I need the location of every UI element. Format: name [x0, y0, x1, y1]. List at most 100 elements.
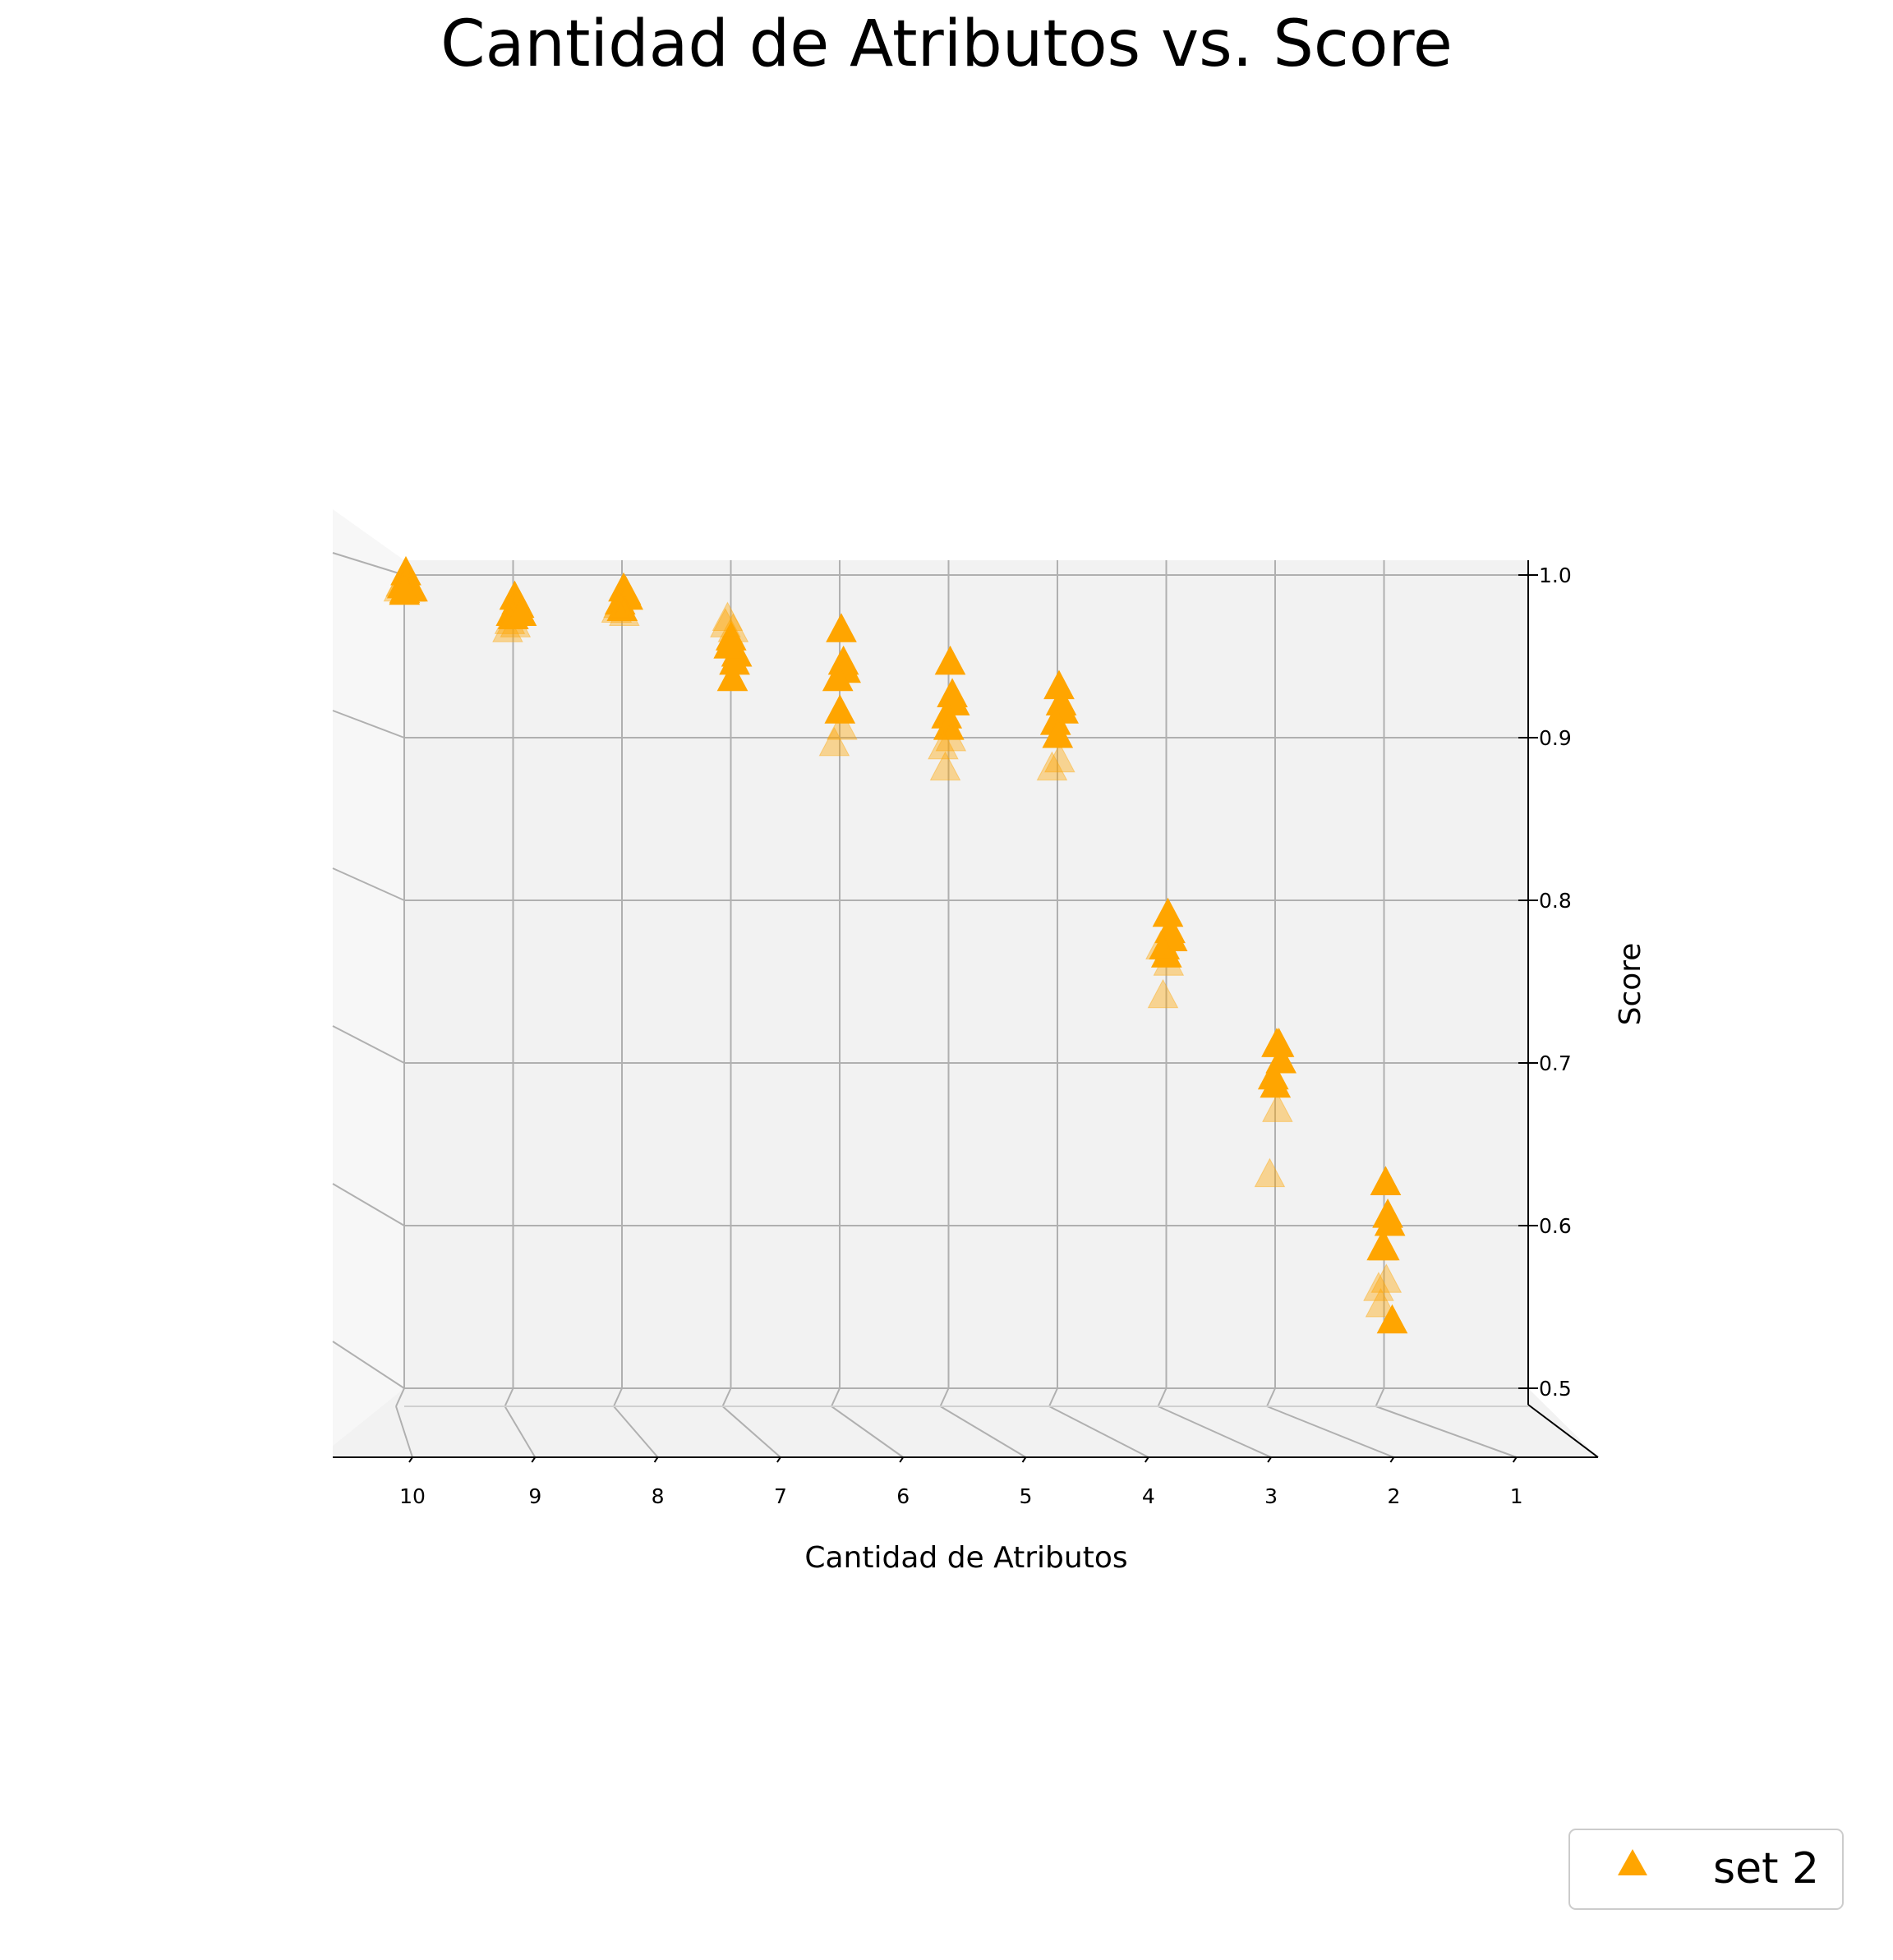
floor-grid-line	[939, 1406, 1027, 1458]
data-point-triangle	[1368, 1231, 1400, 1261]
left-pane	[333, 509, 404, 1446]
x-tick-label: 5	[1020, 1484, 1033, 1508]
data-points	[383, 555, 1408, 1334]
x-axis-end-line	[1527, 1404, 1599, 1458]
y-tick-label: 0.7	[1539, 1051, 1572, 1075]
data-point-triangle	[606, 591, 638, 622]
data-point-triangle	[609, 596, 640, 626]
data-point-triangle	[1374, 1206, 1406, 1236]
data-point-triangle	[1370, 1263, 1402, 1293]
y-tick-label: 0.8	[1539, 889, 1572, 913]
data-point-triangle	[710, 608, 741, 637]
x-tick	[1021, 1456, 1027, 1463]
floor-grid-line	[1375, 1387, 1385, 1407]
data-point-triangle	[934, 645, 966, 675]
y-tick-labels: 0.5 0.6 0.7 0.8 0.9 1.0	[1539, 564, 1572, 1401]
chart-title: Cantidad de Atributos vs. Score	[440, 7, 1453, 81]
floor-pane	[333, 1388, 1598, 1457]
x-tick	[776, 1456, 781, 1463]
data-point-triangle	[826, 613, 857, 642]
y-tick-label: 1.0	[1539, 564, 1572, 587]
data-point-triangle	[1365, 1287, 1397, 1318]
data-point-triangle	[1036, 751, 1068, 781]
legend: set 2	[1568, 1829, 1844, 1910]
x-tick	[531, 1456, 537, 1463]
grid-lines	[332, 552, 1528, 1458]
data-point-triangle	[933, 711, 965, 740]
data-point-triangle	[827, 711, 858, 740]
left-grid-line	[332, 1341, 405, 1389]
floor-grid-line	[504, 1387, 514, 1407]
axes	[333, 560, 1599, 1463]
legend-triangle-icon	[1618, 1849, 1647, 1875]
left-grid-line	[332, 552, 405, 576]
legend-box	[1568, 1829, 1844, 1910]
left-grid-line	[332, 710, 405, 738]
y-axis-label: Score	[1614, 943, 1647, 1026]
left-grid-line	[332, 1025, 405, 1064]
data-point-triangle	[1147, 978, 1179, 1009]
x-tick-label: 7	[774, 1484, 787, 1508]
floor-grid-line	[1266, 1406, 1394, 1458]
data-point-triangle	[928, 729, 959, 760]
data-point-triangle	[935, 721, 967, 752]
floor-grid-line	[613, 1406, 659, 1458]
floor-grid-line	[831, 1387, 841, 1407]
data-point-triangle	[824, 694, 856, 724]
y-tick-label: 0.5	[1539, 1377, 1572, 1401]
data-point-triangle	[1044, 743, 1075, 773]
x-tick-label: 6	[896, 1484, 910, 1508]
left-grid-line	[332, 1183, 405, 1226]
data-point-triangle	[929, 751, 961, 781]
data-point-triangle	[603, 588, 634, 619]
data-point-triangle	[716, 661, 748, 692]
x-tick	[1512, 1456, 1518, 1463]
floor-grid-line	[939, 1387, 950, 1407]
data-point-triangle	[1254, 1157, 1286, 1188]
data-point-triangle	[717, 613, 749, 642]
floor-grid-line	[1048, 1387, 1058, 1407]
floor-grid-line	[395, 1406, 413, 1458]
floor-grid-line	[831, 1406, 904, 1458]
floor-grid-line	[1266, 1387, 1276, 1407]
x-tick-labels: 10 9 8 7 6 5 4 3 2 1	[399, 1484, 1523, 1508]
data-point-triangle	[1042, 718, 1074, 748]
floor-grid-line	[613, 1387, 623, 1407]
x-tick	[1267, 1456, 1272, 1463]
left-grid-line	[332, 867, 405, 901]
floor-grid-line	[504, 1406, 537, 1458]
x-tick-label: 2	[1387, 1484, 1400, 1508]
floor-grid-line	[1157, 1387, 1168, 1407]
floor-grid-line	[1375, 1406, 1518, 1458]
x-tick	[408, 1456, 413, 1463]
x-tick-label: 4	[1142, 1484, 1155, 1508]
data-point-triangle	[1260, 1068, 1292, 1098]
y-tick-label: 0.9	[1539, 726, 1572, 750]
x-tick-label: 10	[399, 1484, 426, 1508]
x-tick	[1144, 1456, 1149, 1463]
floor-grid-line	[1158, 1406, 1272, 1458]
x-tick-label: 8	[652, 1484, 665, 1508]
data-point-triangle	[1262, 1093, 1293, 1122]
data-point-triangle	[505, 596, 537, 626]
x-tick	[1389, 1456, 1395, 1463]
x-tick-label: 3	[1264, 1484, 1278, 1508]
data-point-triangle	[1145, 930, 1177, 959]
data-point-triangle	[1376, 1304, 1408, 1334]
x-tick-label: 1	[1510, 1484, 1523, 1508]
axes-panes	[333, 509, 1598, 1457]
data-point-triangle	[601, 593, 633, 623]
x-tick	[899, 1456, 905, 1463]
data-point-triangle	[712, 601, 744, 631]
data-point-triangle	[389, 573, 421, 604]
data-point-triangle	[492, 613, 523, 642]
floor-grid-line	[721, 1387, 732, 1407]
floor-grid-line	[395, 1387, 405, 1407]
data-point-triangle	[715, 621, 747, 651]
y-tick-label: 0.6	[1539, 1214, 1572, 1238]
data-point-triangle	[1370, 1166, 1402, 1195]
x-axis-label: Cantidad de Atributos	[804, 1541, 1127, 1575]
data-point-triangle	[818, 726, 850, 757]
x-tick	[653, 1456, 659, 1463]
